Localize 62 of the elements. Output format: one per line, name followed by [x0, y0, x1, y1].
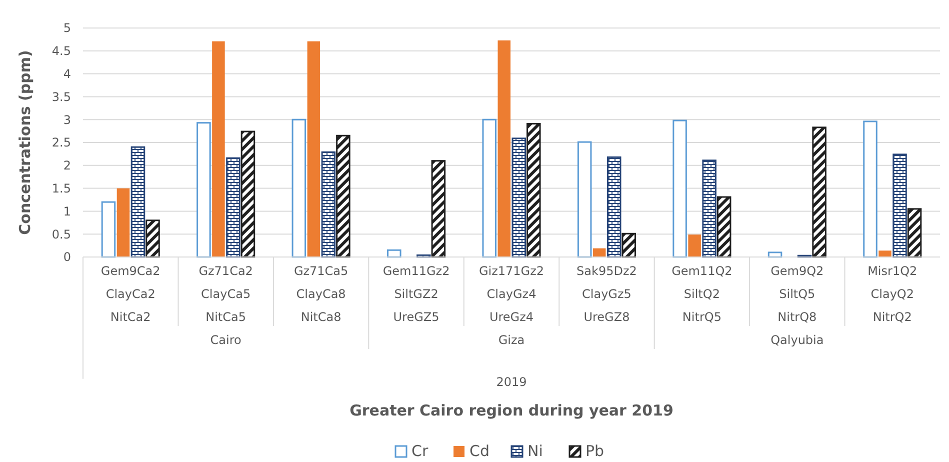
- x-tick-label: Gem9Q2 SiltQ5 NitrQ8: [770, 264, 824, 324]
- y-axis-title: Concentrations (ppm): [16, 50, 34, 235]
- bar: [240, 130, 256, 258]
- bar: [672, 120, 687, 258]
- y-tick-label: 2.5: [52, 136, 71, 150]
- legend-label: Cr: [412, 442, 429, 460]
- y-tick-label: 3.5: [52, 90, 71, 104]
- bar: [688, 234, 701, 257]
- y-tick-label: 1: [63, 204, 71, 218]
- y-tick-label: 0.5: [52, 227, 71, 242]
- x-tick-label: Misr1Q2 ClayQ2 NitrQ2: [868, 264, 918, 324]
- bar: [622, 232, 636, 258]
- x-tick-label: Gem11Gz2 SiltGZ2 UreGZ5: [382, 264, 450, 324]
- text: Giza: [498, 333, 525, 347]
- bar: [907, 208, 922, 258]
- x-tick-label: Sak95Dz2 ClayGz5 UreGZ8: [576, 264, 637, 324]
- y-tick-label: 3: [63, 112, 71, 127]
- bar: [812, 126, 826, 258]
- bar: [292, 118, 306, 258]
- bar: [498, 40, 510, 257]
- y-tick-label: 0: [63, 250, 71, 264]
- bar: [702, 160, 716, 258]
- x-tick-label: Gz71Ca5 ClayCa8 NitCa8: [294, 264, 348, 324]
- bar: [101, 201, 116, 258]
- legend-label: Cd: [470, 442, 490, 460]
- x-tick-label: Gem9Ca2 ClayCa2 NitCa2: [100, 264, 160, 324]
- y-tick-label: 1.5: [52, 182, 71, 196]
- y-tick-label: 5: [63, 21, 71, 36]
- bar: [130, 146, 146, 258]
- text: Greater Cairo region during year 2019: [350, 402, 674, 420]
- bar: [212, 41, 225, 257]
- legend-label: Ni: [528, 442, 543, 460]
- bar: [387, 249, 402, 258]
- bar: [592, 248, 606, 257]
- bar: [577, 141, 592, 258]
- bar: [226, 157, 240, 258]
- legend-label: Pb: [586, 442, 604, 460]
- y-tick-label: 4: [63, 67, 71, 81]
- x-tick-label: Giz171Gz2 ClayGz4 UreGz4: [478, 264, 544, 324]
- bar: [878, 250, 892, 257]
- bar: [482, 118, 496, 258]
- x-tick-label: Gz71Ca2 ClayCa5 NitCa5: [198, 264, 253, 324]
- text: Cairo: [210, 333, 242, 347]
- bar: [768, 252, 782, 258]
- y-tick-label: 4.5: [52, 44, 71, 58]
- bar: [606, 156, 622, 258]
- bar: [512, 138, 526, 258]
- bar: [116, 188, 130, 257]
- text: 2019: [496, 374, 527, 389]
- bar: [336, 134, 350, 258]
- bar: [863, 120, 878, 258]
- bar: [146, 220, 160, 258]
- bar: [892, 154, 907, 258]
- bar: [196, 122, 211, 258]
- bar: [321, 151, 336, 258]
- bar: [716, 196, 732, 258]
- text: Qalyubia: [770, 333, 824, 347]
- y-tick-label: 2: [63, 158, 71, 173]
- bar: [431, 160, 446, 258]
- x-tick-label: Gem11Q2 SiltQ2 NitrQ5: [672, 264, 732, 324]
- bar: [526, 122, 541, 258]
- bar: [307, 41, 320, 257]
